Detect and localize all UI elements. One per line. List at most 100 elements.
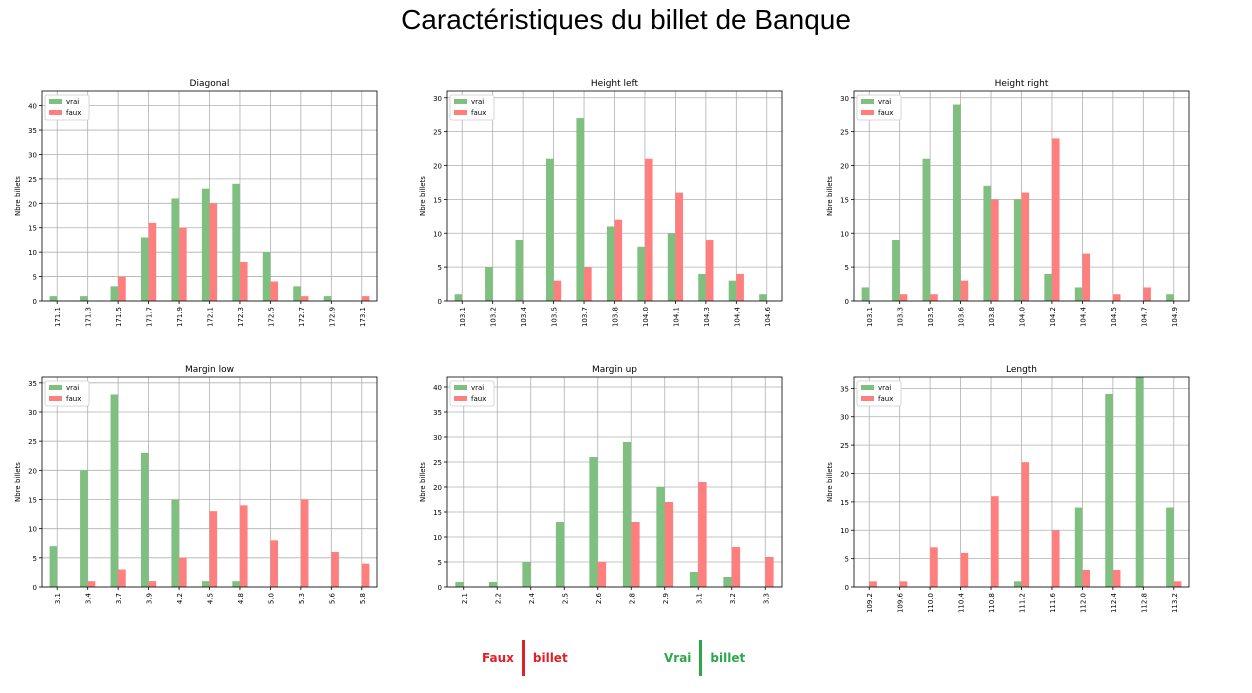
legend-label-faux: faux [66,395,81,403]
legend-swatch-faux [861,396,874,401]
y-tick-label: 40 [28,103,37,111]
chart-title: Margin up [592,365,637,375]
bar-faux [118,569,126,587]
legend-swatch-vrai [49,99,62,104]
bar-vrai [1074,507,1083,587]
bar-faux [148,581,157,587]
legend-vrai-billet-label: billet [710,651,746,665]
bar-faux [87,581,96,587]
y-tick-label: 10 [28,526,37,534]
x-tick-label: 172.1 [207,307,215,327]
y-axis-label: Nbre billets [419,176,427,216]
bar-vrai [723,577,732,587]
bar-vrai [232,183,240,301]
bar-faux [1143,287,1151,301]
y-tick-label: 20 [28,200,37,208]
x-tick-label: 104.9 [1171,307,1179,327]
x-tick-label: 5.0 [267,593,275,604]
y-tick-label: 0 [33,584,37,592]
y-tick-label: 40 [433,384,442,392]
x-tick-label: 2.2 [494,593,502,604]
bar-vrai [1013,581,1022,587]
x-tick-label: 2.1 [461,593,469,604]
chart-title: Height right [995,79,1049,89]
legend-swatch-faux [49,110,62,115]
bar-faux [960,280,969,301]
bar-vrai [589,457,598,587]
y-tick-label: 35 [840,385,849,393]
bar-faux [1021,192,1030,301]
bar-faux [331,552,339,587]
y-tick-label: 25 [840,129,849,137]
y-tick-label: 0 [845,584,849,592]
y-tick-label: 15 [28,497,37,505]
bar-faux [1112,294,1121,301]
bar-vrai [1166,507,1174,587]
x-tick-label: 2.9 [662,593,670,604]
legend-faux-billet: Faux billet [482,640,568,676]
y-tick-label: 10 [28,249,37,257]
y-tick-label: 25 [28,176,37,184]
y-tick-label: 0 [438,584,442,592]
legend-vrai-label: Vrai [664,651,692,665]
bar-faux [1082,253,1091,301]
bar-faux [239,505,248,587]
bar-faux [270,540,279,587]
bar-faux [675,192,684,301]
x-tick-label: 3.1 [695,593,703,604]
y-tick-label: 15 [840,196,849,204]
y-tick-label: 20 [433,163,442,171]
y-axis-label: Nbre billets [419,462,427,502]
legend-label-vrai: vrai [878,98,891,106]
chart-diagonal: 0 5 10 15 20 25 30 35 40 171.1 171.3 171.5 171.7 171.… [14,79,378,327]
bar-faux [698,482,707,587]
bar-vrai [110,394,119,587]
x-tick-label: 2.4 [528,592,536,604]
plot-frame [853,376,1190,588]
y-tick-label: 30 [433,95,442,103]
legend-swatch-vrai [861,385,874,390]
y-tick-label: 5 [845,556,849,564]
x-tick-label: 3.7 [115,593,123,604]
legend-label-faux: faux [66,109,81,117]
bar-faux [960,552,969,587]
bar-faux [991,199,999,301]
bar-vrai [323,296,332,301]
bar-faux [899,294,908,301]
y-tick-label: 15 [28,225,37,233]
y-tick-label: 0 [33,298,37,306]
y-axis-label: Nbre billets [826,176,834,216]
bar-vrai [983,185,992,301]
bar-vrai [1166,294,1174,301]
x-tick-label: 103.8 [612,307,620,327]
y-tick-label: 0 [438,298,442,306]
y-tick-label: 20 [28,467,37,475]
x-tick-label: 3.1 [54,593,62,604]
bar-vrai [759,294,767,301]
y-tick-label: 10 [433,534,442,542]
bar-faux [991,496,999,587]
x-tick-label: 103.1 [459,307,467,327]
legend-label-faux: faux [878,395,893,403]
legend-label-faux: faux [878,109,893,117]
bar-faux [930,547,938,587]
bar-vrai [49,546,58,587]
bar-faux [118,276,126,301]
y-tick-label: 30 [28,409,37,417]
bar-faux [1173,581,1182,587]
x-tick-label: 3.4 [85,592,93,604]
bar-faux [731,547,741,587]
x-tick-label: 111.6 [1049,592,1057,613]
x-tick-label: 2.5 [561,593,569,604]
chart-height-right: 0 5 10 15 20 25 30 103.1 103.3 103.5 103.6 103.8 104… [826,79,1190,327]
bar-vrai [545,158,554,301]
main-title: Caractéristiques du billet de Banque [401,4,851,35]
bar-vrai [80,470,88,587]
bar-faux [209,511,218,587]
y-tick-label: 35 [433,409,442,417]
bar-vrai [171,499,180,587]
x-tick-label: 103.5 [927,307,935,327]
bar-vrai [262,252,271,301]
x-tick-label: 171.3 [85,307,93,327]
x-tick-label: 4.5 [207,593,215,604]
